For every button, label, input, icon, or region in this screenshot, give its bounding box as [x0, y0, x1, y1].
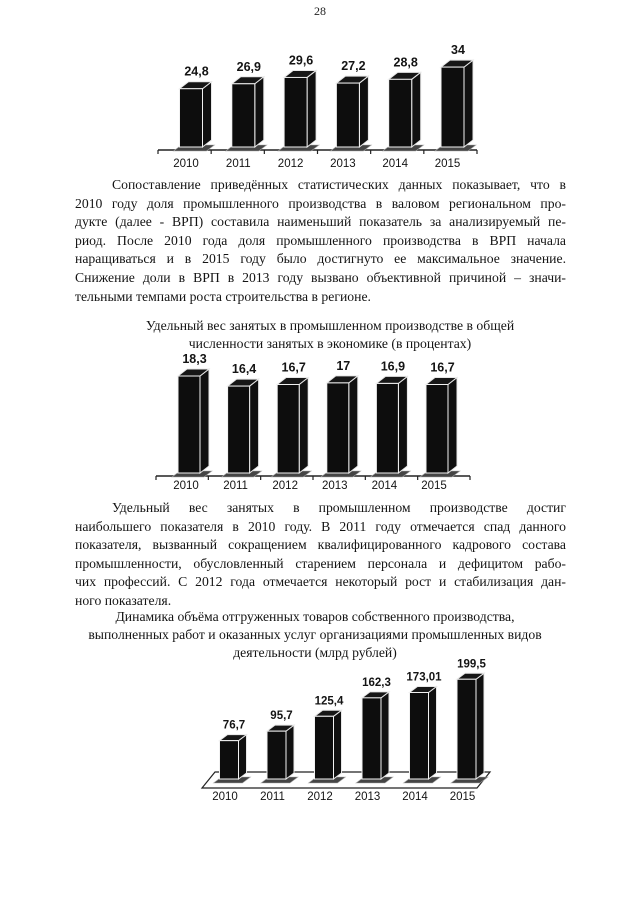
chart-title-line: численности занятых в экономике (в проце… [188, 336, 472, 352]
bar-side-face [463, 59, 474, 149]
bar-side-face [202, 80, 212, 149]
bar-value-label: 76,7 [223, 720, 245, 732]
bar-side-face [348, 374, 359, 475]
paragraph-line: тельными темпами роста строительства в р… [75, 288, 371, 304]
bar-value-label: 95,7 [270, 710, 292, 722]
bar-front-face [456, 678, 477, 780]
x-axis-category-label: 2014 [402, 791, 428, 803]
x-axis-category-label: 2011 [260, 791, 285, 803]
bar-front-face [231, 83, 256, 148]
shipped-goods-chart-title: Динамика объёма отгруженных товаров собс… [75, 608, 555, 663]
paragraph-line: наибольшего показателя в 2010 году. В 20… [75, 518, 566, 534]
bar-front-face [179, 88, 203, 148]
bar-value-label: 26,9 [237, 60, 261, 74]
bar-value-label: 17 [336, 359, 350, 373]
bar-side-face [285, 724, 295, 780]
chart-title-line: деятельности (млрд рублей) [233, 645, 397, 661]
paragraph-line: дукте (далее - ВРП) составила наименьший… [75, 214, 566, 230]
x-axis-category-label: 2010 [212, 791, 238, 803]
paragraph-grp-comparison: Сопоставление приведённых статистических… [75, 176, 566, 306]
bar-front-face [283, 76, 308, 148]
paragraph-line: Удельный вес занятых в промышленном прои… [112, 500, 566, 515]
bar-front-face [440, 66, 465, 148]
bar-front-face [388, 78, 413, 148]
x-axis-category-label: 2012 [272, 480, 298, 492]
chart-title-line: выполненных работ и оказанных услуг орга… [88, 627, 542, 643]
bar-side-face [249, 378, 260, 475]
bar-front-face [361, 697, 382, 780]
bar-front-face [375, 382, 399, 474]
x-axis-category-label: 2012 [278, 158, 304, 170]
x-axis-category-label: 2013 [322, 480, 348, 492]
bar-side-face [199, 367, 210, 475]
paragraph-line: показателя, вызванный сокращением квалиф… [75, 537, 566, 553]
bar-side-face [380, 690, 390, 780]
x-axis-category-label: 2015 [435, 158, 461, 170]
paragraph-line: промышленности, обусловленный старением … [75, 555, 566, 571]
page-number: 28 [314, 4, 326, 18]
paragraph-line: чих профессий. С 2012 года отмечается не… [75, 574, 566, 590]
x-axis-category-label: 2010 [173, 158, 199, 170]
bar-value-label: 16,7 [282, 360, 306, 374]
chart-title-line: Динамика объёма отгруженных товаров собс… [115, 609, 515, 624]
paragraph-line: Сопоставление приведённых статистических… [112, 177, 566, 192]
x-axis-category-label: 2011 [226, 158, 251, 170]
bar-value-label: 16,9 [381, 359, 405, 373]
bar-value-label: 125,4 [315, 695, 344, 707]
industry-share-of-grp-chart: 24,8 2010 26,9 2011 29,6 2012 27,2 2013 28,8 2014… [157, 43, 478, 170]
x-axis-category-label: 2014 [382, 158, 408, 170]
paragraph-line: наращиваться и в 2015 году было достигну… [75, 251, 566, 267]
bar-value-label: 16,7 [430, 360, 454, 374]
bar-side-face [254, 75, 265, 149]
x-axis-category-label: 2013 [330, 158, 356, 170]
bar-front-face [326, 382, 350, 474]
bar-front-face [314, 715, 334, 780]
x-axis-category-label: 2015 [421, 480, 447, 492]
bar-value-label: 199,5 [457, 658, 486, 670]
bar-value-label: 27,2 [341, 59, 365, 73]
bar-value-label: 24,8 [184, 65, 208, 79]
paragraph-line: Снижение доли в ВРП в 2013 году вызвано … [75, 269, 566, 285]
bar-value-label: 34 [451, 43, 465, 57]
bar-side-face [358, 75, 369, 149]
bar-side-face [238, 733, 247, 780]
paragraph-line: 2010 году доля промышленного производств… [75, 195, 566, 211]
bar-front-face [219, 740, 239, 780]
bar-side-face [306, 69, 317, 149]
employment-share-chart: 18,3 2010 16,4 2011 16,7 2012 17 2013 16,9 2014 16… [155, 352, 471, 492]
bar-value-label: 162,3 [362, 677, 391, 689]
shipped-goods-volume-chart: 76,7 2010 95,7 2011 125,4 2012 162,3 2013 173,01… [200, 658, 492, 803]
x-axis-category-label: 2011 [223, 480, 248, 492]
employment-share-chart-title: Удельный вес занятых в промышленном прои… [85, 317, 575, 353]
chart-title-line: Удельный вес занятых в промышленном прои… [145, 318, 515, 333]
bar-value-label: 16,4 [232, 362, 256, 376]
bar-side-face [411, 71, 422, 149]
bar-side-face [397, 375, 408, 475]
bar-value-label: 29,6 [289, 53, 313, 67]
bar-front-face [177, 375, 201, 474]
x-axis-category-label: 2012 [307, 791, 333, 803]
bar-side-face [333, 709, 342, 780]
bar-side-face [428, 685, 437, 780]
bar-side-face [298, 376, 309, 475]
x-axis-category-label: 2014 [372, 480, 398, 492]
paragraph-employment-share: Удельный вес занятых в промышленном прои… [75, 499, 566, 611]
bar-front-face [425, 383, 449, 474]
x-axis-category-label: 2015 [450, 791, 476, 803]
bar-front-face [227, 385, 251, 474]
bar-side-face [475, 672, 485, 780]
bar-value-label: 28,8 [394, 55, 418, 69]
bar-value-label: 173,01 [406, 671, 442, 683]
bar-side-face [447, 376, 458, 475]
bar-front-face [409, 691, 429, 780]
paragraph-line: ного показателя. [75, 592, 172, 608]
paragraph-line: риод. После 2010 года доля промышленного… [75, 232, 566, 248]
bar-front-face [276, 383, 300, 474]
bar-front-face [266, 730, 287, 780]
bar-value-label: 18,3 [182, 352, 206, 366]
x-axis-category-label: 2010 [173, 480, 199, 492]
x-axis-category-label: 2013 [355, 791, 381, 803]
bar-front-face [335, 82, 360, 148]
